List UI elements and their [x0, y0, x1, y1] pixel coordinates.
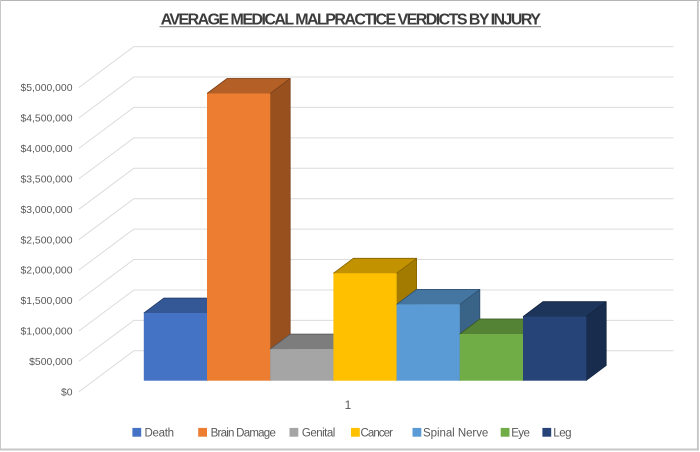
svg-text:$0: $0: [61, 387, 73, 398]
svg-text:Cancer: Cancer: [361, 428, 394, 440]
svg-text:$3,500,000: $3,500,000: [20, 175, 72, 186]
svg-text:$2,000,000: $2,000,000: [20, 266, 72, 277]
svg-text:Leg: Leg: [553, 428, 571, 440]
svg-text:$4,500,000: $4,500,000: [20, 114, 72, 125]
svg-text:$1,000,000: $1,000,000: [20, 327, 72, 338]
svg-text:$3,000,000: $3,000,000: [20, 205, 72, 216]
svg-text:$4,000,000: $4,000,000: [20, 144, 72, 155]
svg-text:$500,000: $500,000: [29, 357, 73, 368]
svg-text:Genital: Genital: [302, 428, 335, 440]
svg-text:Eye: Eye: [511, 428, 529, 440]
svg-text:$1,500,000: $1,500,000: [20, 296, 72, 307]
svg-text:Brain Damage: Brain Damage: [211, 428, 276, 440]
svg-text:AVERAGE MEDICAL MALPRACTICE VE: AVERAGE MEDICAL MALPRACTICE VERDICTS BY …: [161, 11, 542, 28]
svg-text:Spinal Nerve: Spinal Nerve: [423, 428, 488, 440]
svg-text:Death: Death: [145, 428, 174, 440]
svg-text:$2,500,000: $2,500,000: [20, 235, 72, 246]
svg-text:$5,000,000: $5,000,000: [20, 83, 72, 94]
svg-text:1: 1: [345, 398, 352, 412]
